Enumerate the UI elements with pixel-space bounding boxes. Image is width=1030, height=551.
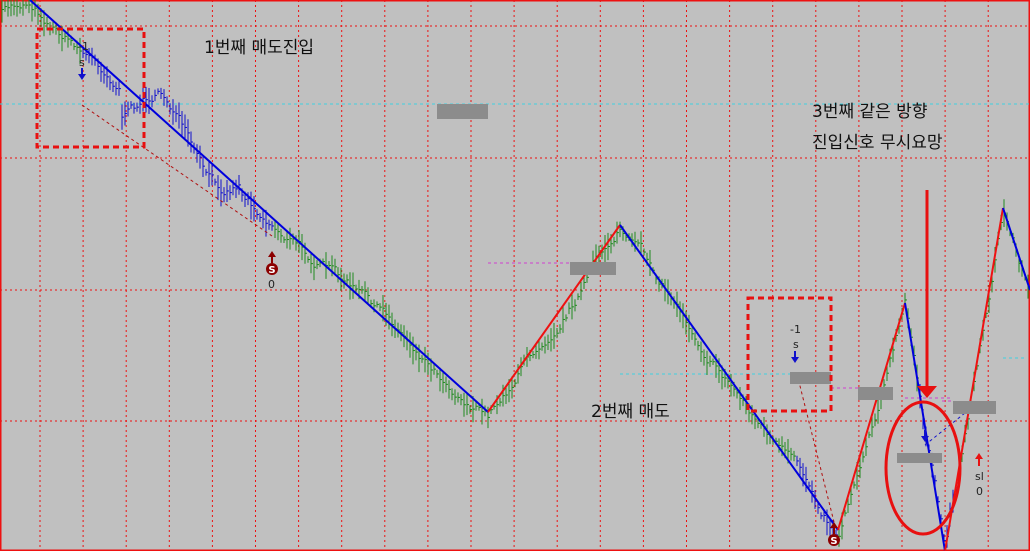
price-label-box — [953, 401, 996, 414]
stoploss-label: sl — [975, 470, 984, 483]
zigzag-segment — [944, 207, 1004, 551]
stoploss-position-label: 0 — [976, 485, 983, 498]
exit-arrow-head-icon — [268, 251, 276, 257]
annotation-third-line1: 3번째 같은 방향 — [812, 102, 928, 122]
exit-marker-label: S — [830, 536, 837, 547]
sell2-signal-label: s — [793, 338, 799, 351]
zigzag-segment — [487, 224, 621, 413]
sell-arrow-head-icon — [78, 74, 86, 80]
sell-arrow-head-icon — [791, 357, 799, 363]
sell1-signal-label: s — [79, 56, 85, 69]
price-label-box — [437, 104, 488, 119]
exit1-position-label: 0 — [268, 278, 275, 291]
sell2-position-label: -1 — [790, 323, 801, 336]
exit-arrow-head-icon — [830, 522, 838, 528]
highlight-box-second-sell — [746, 296, 833, 413]
zigzag-segment — [619, 224, 839, 531]
zigzag-segment — [837, 302, 906, 531]
annotation-second-sell: 2번째 매도 — [591, 402, 670, 422]
arrow-down-icon — [917, 386, 937, 398]
price-label-box — [570, 262, 616, 275]
trade-connector — [796, 373, 835, 523]
price-label-box — [897, 453, 942, 463]
sell-arrow-head-icon — [921, 436, 929, 442]
annotation-first-sell: 1번째 매도진입 — [204, 38, 315, 58]
price-label-box — [790, 372, 831, 384]
exit-marker-icon — [828, 534, 840, 546]
exit-marker-icon — [266, 263, 278, 275]
annotation-third-line2: 진입신호 무시요망 — [812, 133, 943, 153]
zigzag-segment — [1002, 207, 1030, 291]
zigzag-segment — [904, 302, 946, 551]
trade-connector — [81, 104, 273, 237]
exit-marker-label: S — [268, 265, 275, 276]
highlight-ellipse-third — [884, 400, 962, 536]
sell1-position-label: -1 — [78, 40, 89, 53]
zigzag-segment — [29, 0, 489, 413]
stoploss-arrow-head-icon — [975, 453, 983, 459]
price-label-box — [858, 387, 893, 400]
highlight-box-first-sell — [35, 27, 146, 149]
